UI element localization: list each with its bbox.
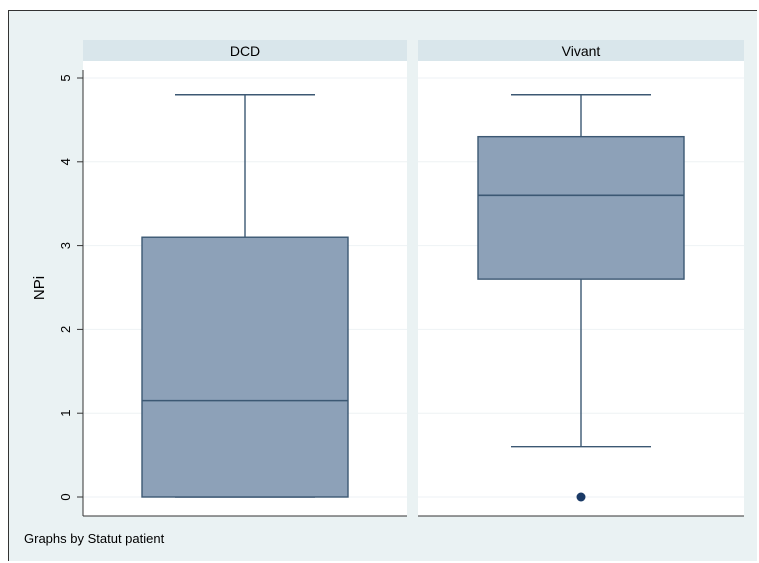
strip-label-vivant: Vivant xyxy=(562,43,601,59)
iqr-box xyxy=(477,135,685,280)
y-tick-label: 1 xyxy=(58,410,73,417)
y-tick-label: 0 xyxy=(58,493,73,500)
iqr-box xyxy=(141,236,349,498)
strip-dcd xyxy=(83,40,407,61)
y-ticks: 0 1 2 3 4 5 xyxy=(58,74,83,501)
strip-vivant xyxy=(418,40,744,61)
y-tick-label: 5 xyxy=(58,74,73,81)
boxes xyxy=(141,94,685,502)
outlier-point xyxy=(576,492,586,502)
y-tick-label: 2 xyxy=(58,326,73,333)
y-tick-label: 3 xyxy=(58,242,73,249)
strip-label-dcd: DCD xyxy=(230,43,260,59)
graphs-by-note: Graphs by Statut patient xyxy=(24,531,165,546)
y-axis-label: NPi xyxy=(31,276,48,300)
y-tick-label: 4 xyxy=(58,158,73,165)
box-vivant xyxy=(477,94,685,502)
box-dcd xyxy=(141,94,349,498)
